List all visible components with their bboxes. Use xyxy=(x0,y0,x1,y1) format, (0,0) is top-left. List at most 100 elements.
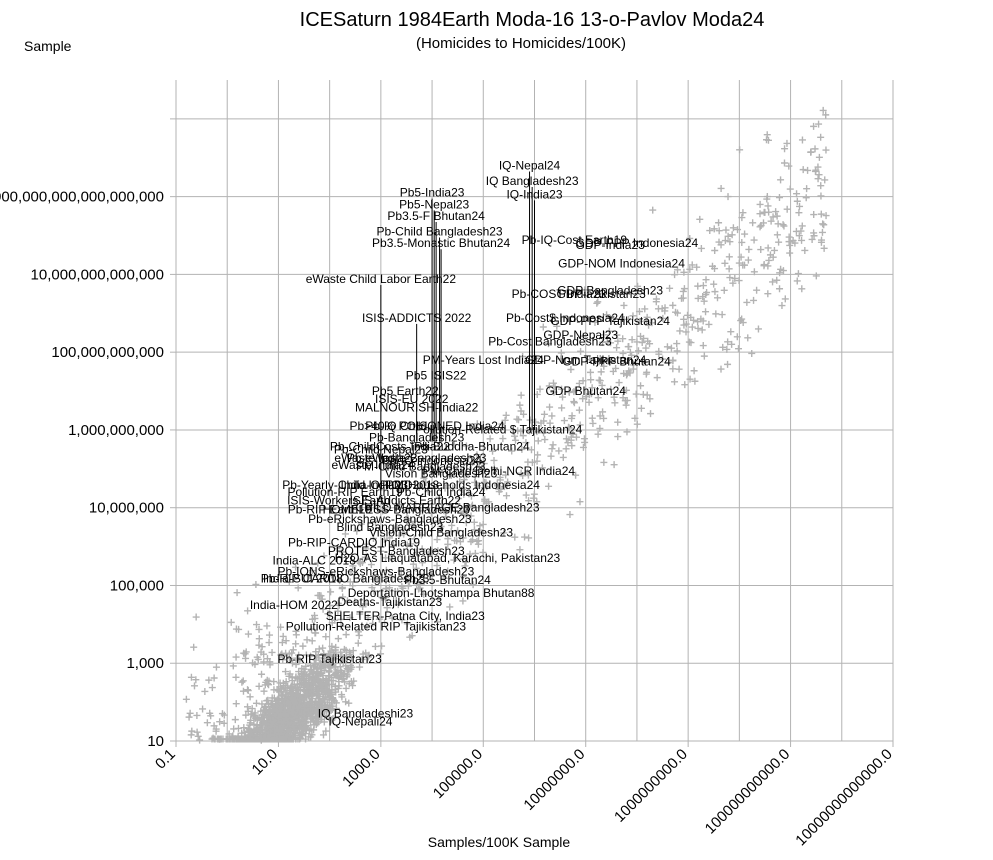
data-point xyxy=(687,313,695,321)
data-point xyxy=(480,460,488,468)
data-point xyxy=(750,236,758,244)
data-point xyxy=(294,690,302,698)
data-point xyxy=(749,219,757,227)
data-point xyxy=(736,146,744,154)
data-point xyxy=(258,670,266,678)
data-point xyxy=(623,396,631,404)
data-point xyxy=(496,473,504,481)
data-point xyxy=(607,314,615,322)
data-point xyxy=(776,285,784,293)
data-point xyxy=(327,588,335,596)
data-point xyxy=(594,394,602,402)
data-point xyxy=(342,631,350,639)
data-point xyxy=(260,687,268,695)
data-point xyxy=(325,672,333,680)
data-point xyxy=(557,355,565,363)
data-point xyxy=(739,209,747,217)
data-point xyxy=(679,287,687,295)
data-point xyxy=(402,575,410,583)
chart-subtitle: (Homicides to Homicides/100K) xyxy=(416,35,626,52)
data-point xyxy=(418,545,426,553)
annotation-label: Pb-Buddha-Bhutan24 xyxy=(414,439,530,453)
annotation-label: Pb5-Nepal23 xyxy=(399,197,469,211)
data-point xyxy=(244,607,252,615)
data-point xyxy=(372,518,380,526)
data-point xyxy=(467,538,475,546)
data-point xyxy=(525,534,533,542)
data-point xyxy=(418,559,426,567)
data-point xyxy=(530,494,538,502)
annotation-label: HOMELESS-Bangladesh23 xyxy=(323,503,471,517)
data-point xyxy=(565,388,573,396)
data-point xyxy=(342,698,350,706)
data-point xyxy=(735,259,743,267)
data-point xyxy=(332,650,340,658)
annotation-label: IQ-Nepal24 xyxy=(499,158,561,172)
data-point xyxy=(546,403,554,411)
data-point xyxy=(471,478,479,486)
data-point xyxy=(756,200,764,208)
data-point xyxy=(769,253,777,261)
data-point xyxy=(588,414,596,422)
data-point xyxy=(346,578,354,586)
data-point xyxy=(242,654,250,662)
data-point xyxy=(757,221,765,229)
data-point xyxy=(820,244,828,252)
annotation-label: Pb-RIP CARDIO Bangladesh23 xyxy=(261,571,430,585)
data-point xyxy=(462,519,470,527)
data-point xyxy=(725,253,733,261)
data-point xyxy=(538,464,546,472)
data-point xyxy=(459,485,467,493)
data-point xyxy=(794,270,802,278)
annotation-label: GDP-Nom Tajikistan24 xyxy=(525,353,646,367)
data-point xyxy=(524,458,532,466)
annotation-label: ISIS-ADDICTS 2022 xyxy=(362,311,472,325)
data-point xyxy=(598,356,606,364)
data-point xyxy=(819,106,827,114)
data-point xyxy=(459,573,467,581)
data-point xyxy=(450,556,458,564)
data-point xyxy=(605,327,613,335)
data-point xyxy=(227,618,235,626)
data-point xyxy=(252,699,260,707)
data-point xyxy=(449,484,457,492)
data-point xyxy=(307,666,315,674)
data-point xyxy=(418,507,426,515)
data-point xyxy=(296,719,304,727)
annotation-label: India-OPIOID2018 xyxy=(341,478,440,492)
data-point xyxy=(562,435,570,443)
data-point xyxy=(545,382,553,390)
data-point xyxy=(277,692,285,700)
data-point xyxy=(691,377,699,385)
data-point xyxy=(361,553,369,561)
data-point xyxy=(513,415,521,423)
data-point xyxy=(808,235,816,243)
data-point xyxy=(536,385,544,393)
data-point xyxy=(435,468,443,476)
data-point xyxy=(349,582,357,590)
x-tick-label: 10000000.0 xyxy=(520,746,588,814)
data-point xyxy=(251,660,259,668)
data-point xyxy=(359,575,367,583)
data-point xyxy=(404,515,412,523)
data-point xyxy=(481,497,489,505)
data-point xyxy=(382,577,390,585)
data-point xyxy=(562,445,570,453)
data-point xyxy=(331,646,339,654)
data-point xyxy=(347,665,355,673)
data-point xyxy=(655,350,663,358)
x-axis-title: Samples/100K Sample xyxy=(428,834,571,850)
data-point xyxy=(547,452,555,460)
data-point xyxy=(763,131,771,139)
data-point xyxy=(337,622,345,630)
data-point xyxy=(250,711,258,719)
data-point xyxy=(612,364,620,372)
data-point xyxy=(753,286,761,294)
annotation-label: PM-Years Lost India24 xyxy=(423,353,544,367)
data-point xyxy=(769,278,777,286)
data-point xyxy=(409,560,417,568)
data-point xyxy=(308,697,316,705)
data-point xyxy=(628,336,636,344)
data-point xyxy=(295,651,303,659)
data-point xyxy=(500,529,508,537)
